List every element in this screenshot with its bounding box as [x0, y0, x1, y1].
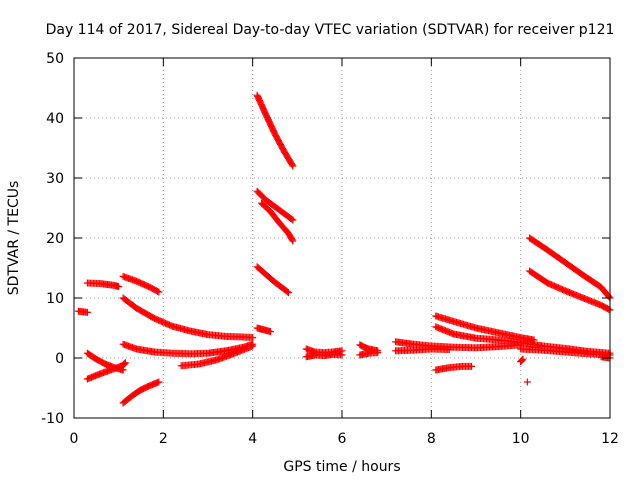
series-15 — [302, 350, 346, 361]
data-point — [115, 283, 123, 291]
series-20 — [432, 312, 538, 344]
data-point — [605, 293, 613, 301]
series-25 — [526, 267, 614, 314]
data-point — [289, 162, 297, 170]
data-point — [523, 378, 531, 386]
y-tick-label: 40 — [46, 111, 64, 127]
data-point — [518, 356, 526, 364]
y-tick-label: -10 — [41, 411, 64, 427]
chart-title: Day 114 of 2017, Sidereal Day-to-day VTE… — [46, 22, 615, 38]
series-26 — [517, 355, 527, 366]
series-10 — [253, 187, 297, 224]
data-point — [121, 359, 129, 367]
x-tick-label: 8 — [427, 431, 436, 447]
series-0 — [74, 307, 91, 316]
series-5 — [119, 294, 257, 342]
data-point — [154, 287, 162, 295]
data-point — [289, 237, 297, 245]
y-axis-title: SDTVAR / TECUs — [6, 181, 22, 296]
data-point — [468, 362, 476, 370]
data-point — [267, 328, 275, 336]
data-point — [445, 346, 453, 354]
series-3 — [83, 359, 129, 383]
series-8 — [177, 342, 257, 370]
data-point — [289, 216, 297, 224]
series-11 — [258, 199, 297, 245]
series-27 — [523, 378, 531, 386]
data-point — [121, 360, 129, 368]
y-tick-label: 50 — [46, 51, 64, 67]
data-point — [83, 308, 91, 316]
x-tick-label: 6 — [338, 431, 347, 447]
data-point — [155, 378, 163, 386]
series-7 — [119, 378, 163, 407]
y-tick-label: 30 — [46, 171, 64, 187]
x-tick-label: 10 — [512, 431, 530, 447]
x-axis: 0 2 4 6 8 10 12 — [70, 58, 619, 447]
y-tick-label: 0 — [55, 351, 64, 367]
series-12 — [253, 263, 292, 297]
series-17 — [356, 349, 382, 359]
data-point — [249, 342, 257, 350]
x-axis-title: GPS time / hours — [283, 459, 400, 475]
data-point — [288, 161, 296, 169]
series-13 — [253, 324, 275, 336]
data-point — [517, 357, 525, 365]
x-tick-label: 4 — [248, 431, 257, 447]
data-point — [605, 305, 613, 313]
x-tick-label: 12 — [601, 431, 619, 447]
data-points — [74, 91, 614, 407]
y-tick-label: 10 — [46, 291, 64, 307]
data-point — [283, 288, 291, 296]
data-point — [120, 360, 128, 368]
data-point — [288, 236, 296, 244]
data-point — [155, 288, 163, 296]
series-24 — [526, 234, 614, 302]
x-tick-label: 0 — [70, 431, 79, 447]
x-tick-label: 2 — [159, 431, 168, 447]
series-4 — [119, 272, 163, 296]
data-point — [284, 289, 292, 297]
series-22 — [432, 362, 476, 374]
data-point — [519, 355, 527, 363]
data-point — [249, 334, 257, 342]
data-point — [288, 215, 296, 223]
series-9 — [253, 91, 297, 170]
data-point — [338, 351, 346, 359]
y-tick-label: 20 — [46, 231, 64, 247]
series-1 — [83, 279, 123, 291]
series-19 — [392, 345, 453, 355]
data-point — [374, 349, 382, 357]
y-axis: -10 0 10 20 30 40 50 — [41, 51, 610, 427]
